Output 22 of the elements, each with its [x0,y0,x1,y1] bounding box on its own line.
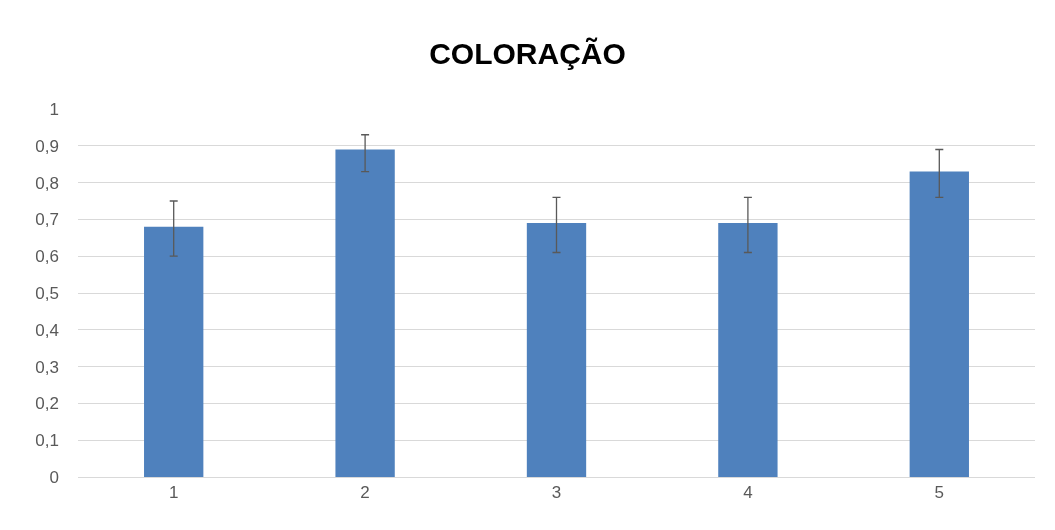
chart-title: COLORAÇÃO [429,36,626,70]
x-tick-label: 5 [934,483,945,503]
y-tick-label: 0,2 [35,394,59,414]
bar [526,223,587,477]
y-tick-label: 1 [49,99,59,119]
x-tick-label: 4 [743,483,753,503]
y-tick-label: 0 [49,467,59,487]
bar [335,149,395,477]
bar [909,171,969,477]
y-tick-label: 0,9 [35,136,59,156]
y-tick-label: 0,1 [35,431,59,451]
y-tick-label: 0,6 [35,247,59,267]
y-tick-label: 0,8 [35,173,59,193]
x-tick-label: 2 [360,483,370,503]
bar [718,223,778,477]
y-tick-label: 0,5 [35,283,59,303]
y-tick-label: 0,4 [35,320,59,340]
y-tick-label: 0,3 [35,357,59,377]
bar [144,226,204,477]
x-tick-label: 3 [551,483,562,503]
x-tick-label: 1 [168,483,179,503]
y-tick-label: 0,7 [35,210,59,230]
